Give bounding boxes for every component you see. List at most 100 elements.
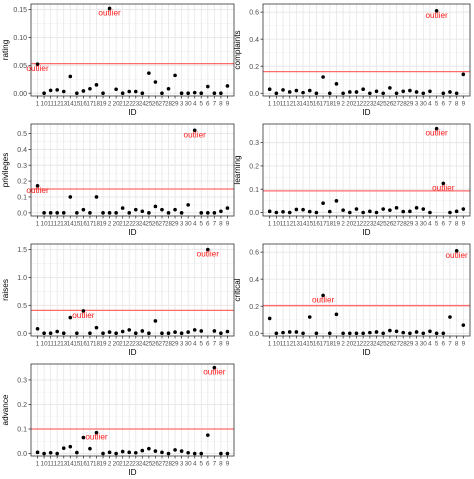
data-point (68, 195, 73, 199)
data-point (114, 331, 118, 336)
data-point (147, 71, 151, 75)
data-point (186, 91, 190, 96)
data-point (166, 86, 171, 91)
x-axis-title: ID (362, 108, 370, 117)
data-point (81, 207, 86, 212)
plot-background (31, 4, 234, 96)
x-tick-label: 7 (213, 101, 217, 108)
x-tick-label: 24 (139, 101, 147, 108)
data-point (341, 208, 345, 212)
data-point (68, 74, 73, 79)
y-tick-label: 1.5 (17, 247, 27, 254)
y-tick-label: 0.0 (249, 210, 259, 217)
x-tick-label: 1 (36, 221, 40, 228)
x-tick-label: 10 (41, 341, 49, 348)
x-tick-label: 13 (293, 341, 301, 348)
x-tick-label: 3 (415, 101, 419, 108)
x-tick-label: 27 (158, 341, 166, 348)
data-point (287, 90, 292, 94)
data-point (341, 91, 345, 96)
data-point (88, 211, 92, 215)
data-point (127, 211, 132, 215)
x-tick-label: 19 (100, 341, 108, 348)
data-point (421, 331, 426, 336)
data-point (81, 89, 86, 93)
outlier-label: outlier (85, 433, 108, 442)
outlier-label: outlier (425, 11, 448, 20)
data-point (61, 446, 66, 450)
outlier-label: outlier (98, 8, 121, 17)
x-tick-label: 12 (286, 101, 294, 108)
panel-border (30, 123, 235, 217)
data-point (368, 330, 372, 335)
x-tick-label: 13 (60, 101, 68, 108)
x-tick-label: 19 (333, 221, 341, 228)
x-tick-label: 15 (73, 221, 81, 228)
data-point (120, 206, 125, 210)
data-point (307, 209, 312, 214)
x-tick-label: 20 (346, 221, 354, 228)
x-tick-label: 18 (93, 221, 101, 228)
x-axis-title: ID (128, 468, 136, 477)
data-point (388, 86, 392, 90)
data-point (186, 203, 190, 207)
x-tick-label: 3 (415, 341, 419, 348)
data-point (48, 331, 53, 336)
data-point (160, 450, 164, 455)
x-tick-label: 21 (119, 221, 127, 228)
x-tick-label: 12 (286, 221, 294, 228)
x-tick-label: 10 (41, 461, 49, 468)
y-axis-title: complaints (233, 30, 242, 69)
data-point (179, 331, 184, 336)
panel-complaints: outlier 0.0 0.2 0.4 0.6 1 10 11 12 13 14 15 16 17 18 19… (233, 3, 471, 117)
data-point (454, 91, 459, 96)
x-tick-label: 14 (67, 461, 75, 468)
x-tick-label: 14 (67, 341, 75, 348)
x-tick-label: 23 (366, 101, 374, 108)
x-tick-label: 11 (47, 461, 54, 468)
x-tick-label: 16 (80, 221, 88, 228)
x-tick-label: 25 (145, 101, 153, 108)
y-axis-title: privileges (1, 153, 10, 188)
x-tick-label: 23 (366, 221, 374, 228)
x-tick-label: 8 (219, 461, 223, 468)
data-point (401, 89, 406, 94)
data-point (408, 209, 412, 214)
x-tick-label: 21 (119, 341, 127, 348)
x-tick-label: 7 (448, 101, 452, 108)
data-point (101, 331, 105, 336)
data-point (394, 206, 399, 210)
data-point (166, 211, 171, 215)
data-point (173, 207, 177, 212)
data-point (307, 315, 312, 319)
y-tick-label: 0.10 (13, 35, 27, 42)
data-point (374, 89, 379, 94)
x-tick-label: 26 (386, 341, 394, 348)
data-point (206, 433, 210, 437)
data-point (179, 211, 184, 215)
data-point (206, 211, 210, 215)
x-tick-label: 18 (93, 341, 101, 348)
x-tick-label: 13 (60, 461, 68, 468)
x-tick-label: 2 (341, 341, 345, 348)
x-tick-label: 24 (373, 101, 381, 108)
data-point (301, 207, 305, 212)
x-tick-label: 25 (380, 341, 388, 348)
x-tick-label: 4 (193, 461, 197, 468)
x-tick-label: 2 (108, 221, 112, 228)
data-point (219, 451, 223, 456)
y-tick-label: 0.05 (13, 63, 27, 70)
data-point (94, 325, 99, 330)
x-tick-label: 25 (380, 221, 388, 228)
data-point (127, 328, 132, 332)
x-tick-label: 21 (119, 101, 127, 108)
data-point (354, 331, 359, 336)
y-tick-label: 0.2 (17, 402, 27, 409)
outlier-label: outlier (432, 183, 455, 192)
y-tick-label: 0.3 (17, 163, 27, 170)
x-tick-label: 26 (152, 101, 160, 108)
x-tick-label: 19 (333, 101, 341, 108)
data-point (388, 328, 392, 333)
data-point (461, 323, 466, 327)
y-tick-label: 0.4 (249, 277, 259, 284)
